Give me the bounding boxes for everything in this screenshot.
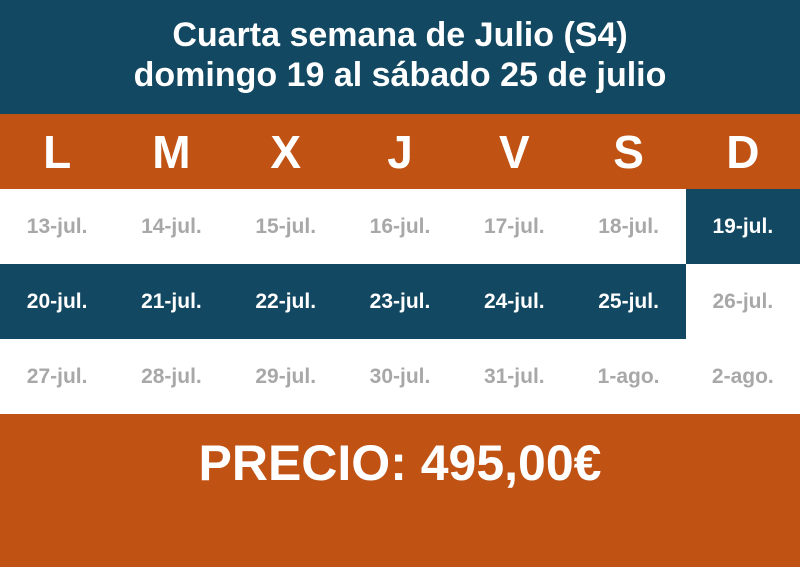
title-line-1: Cuarta semana de Julio (S4) xyxy=(172,16,628,54)
calendar-day: 16-jul. xyxy=(342,189,458,264)
calendar-day: 1-ago. xyxy=(571,339,686,414)
calendar-day: 31-jul. xyxy=(457,339,572,414)
calendar-day: 15-jul. xyxy=(228,189,343,264)
weekday-label: L xyxy=(43,125,72,178)
calendar-day-selected: 22-jul. xyxy=(228,264,343,339)
calendar-day: 27-jul. xyxy=(0,339,115,414)
calendar-day-selected: 21-jul. xyxy=(114,264,229,339)
calendar-day: 14-jul. xyxy=(114,189,229,264)
calendar-day: 26-jul. xyxy=(685,264,800,339)
calendar-grid: 13-jul. 14-jul. 15-jul. 16-jul. 17-jul. 18-ju… xyxy=(0,189,800,414)
weekday-label: J xyxy=(387,125,413,178)
weekday-label: X xyxy=(270,125,302,178)
price-banner: PRECIO: 495,00€ xyxy=(0,414,800,567)
calendar-day: 17-jul. xyxy=(457,189,572,264)
weekday-label: V xyxy=(498,125,530,178)
calendar-day: 13-jul. xyxy=(0,189,115,264)
weekday-header: L M X J V S D xyxy=(0,114,800,189)
calendar-day-selected: 19-jul. xyxy=(685,189,800,264)
price-text: PRECIO: 495,00€ xyxy=(198,435,602,491)
calendar-day-selected: 25-jul. xyxy=(571,264,686,339)
calendar-day-selected: 23-jul. xyxy=(342,264,458,339)
title-banner: Cuarta semana de Julio (S4) domingo 19 a… xyxy=(0,0,800,114)
calendar-day: 2-ago. xyxy=(685,339,800,414)
calendar-day: 28-jul. xyxy=(114,339,229,414)
calendar-day: 18-jul. xyxy=(571,189,686,264)
calendar-day-selected: 20-jul. xyxy=(0,264,115,339)
calendar-day: 29-jul. xyxy=(228,339,343,414)
weekday-label: D xyxy=(726,125,760,178)
calendar-day-selected: 24-jul. xyxy=(457,264,572,339)
calendar-day: 30-jul. xyxy=(342,339,458,414)
weekday-label: M xyxy=(152,125,191,178)
title-line-2: domingo 19 al sábado 25 de julio xyxy=(133,56,667,94)
weekday-label: S xyxy=(613,125,644,178)
